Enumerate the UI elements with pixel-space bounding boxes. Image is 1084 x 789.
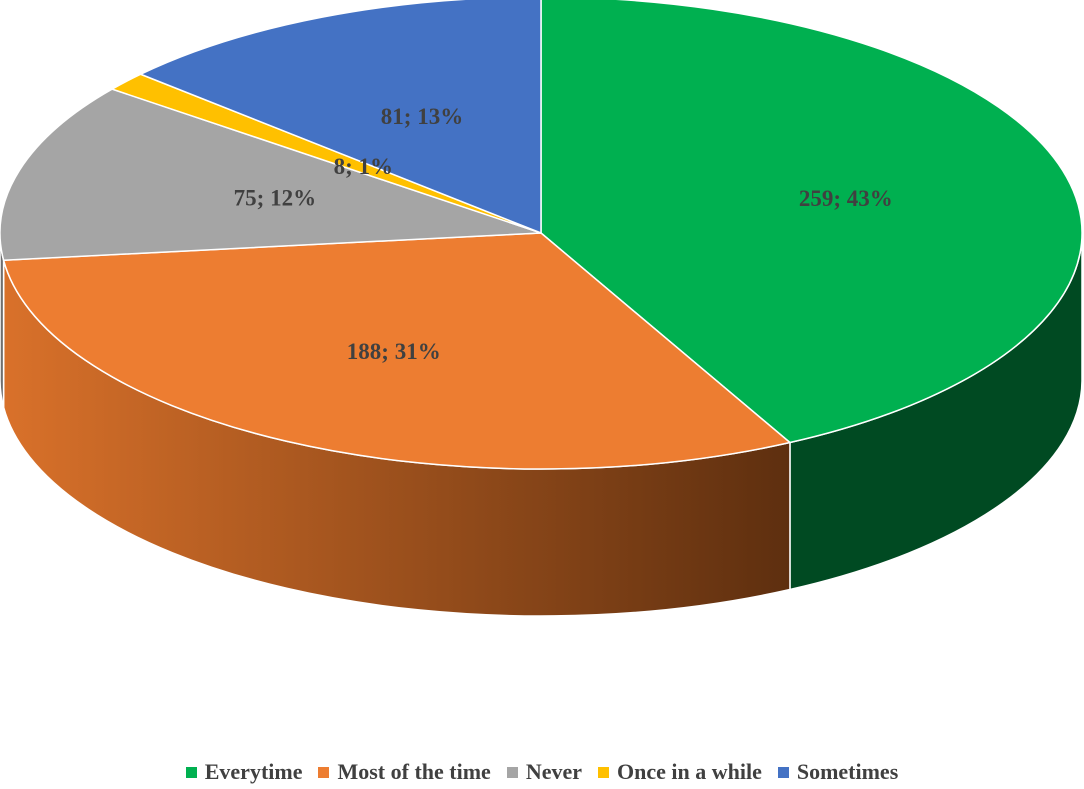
legend-label-everytime: Everytime: [204, 759, 303, 784]
legend-swatch-most-of-the-time: [318, 766, 330, 778]
legend-label-sometimes: Sometimes: [796, 759, 899, 784]
legend-item-once-in-a-while: Once in a while: [598, 759, 762, 785]
data-label-everytime: 259; 43%: [799, 186, 893, 211]
legend-item-most-of-the-time: Most of the time: [318, 759, 491, 785]
pie-slices: [0, 0, 1083, 470]
data-label-sometimes: 81; 13%: [381, 104, 463, 129]
data-label-never: 75; 12%: [234, 186, 316, 211]
pie-slice-most-of-the-time: [2, 232, 792, 470]
legend-label-most-of-the-time: Most of the time: [337, 759, 491, 784]
data-label-once-in-a-while: 8; 1%: [334, 154, 393, 179]
legend-swatch-once-in-a-while: [598, 766, 609, 778]
legend-label-never: Never: [525, 759, 582, 784]
data-label-most-of-the-time: 188; 31%: [347, 339, 441, 364]
legend-item-sometimes: Sometimes: [777, 759, 899, 785]
legend-item-never: Never: [506, 759, 582, 785]
pie-slice-everytime: [540, 0, 1083, 444]
legend-item-everytime: Everytime: [185, 759, 303, 785]
legend-label-once-in-a-while: Once in a while: [617, 759, 762, 784]
pie-data-labels: 259; 43% 188; 31% 75; 12% 8; 1% 81; 13%: [234, 104, 893, 364]
legend-swatch-everytime: [185, 766, 197, 778]
pie-slice-never: [0, 88, 542, 262]
legend: Everytime Most of the time Never Once in a …: [0, 755, 1084, 789]
pie-slice-sometimes: [138, 0, 542, 235]
legend-swatch-sometimes: [777, 766, 789, 778]
legend-swatch-never: [506, 766, 518, 778]
